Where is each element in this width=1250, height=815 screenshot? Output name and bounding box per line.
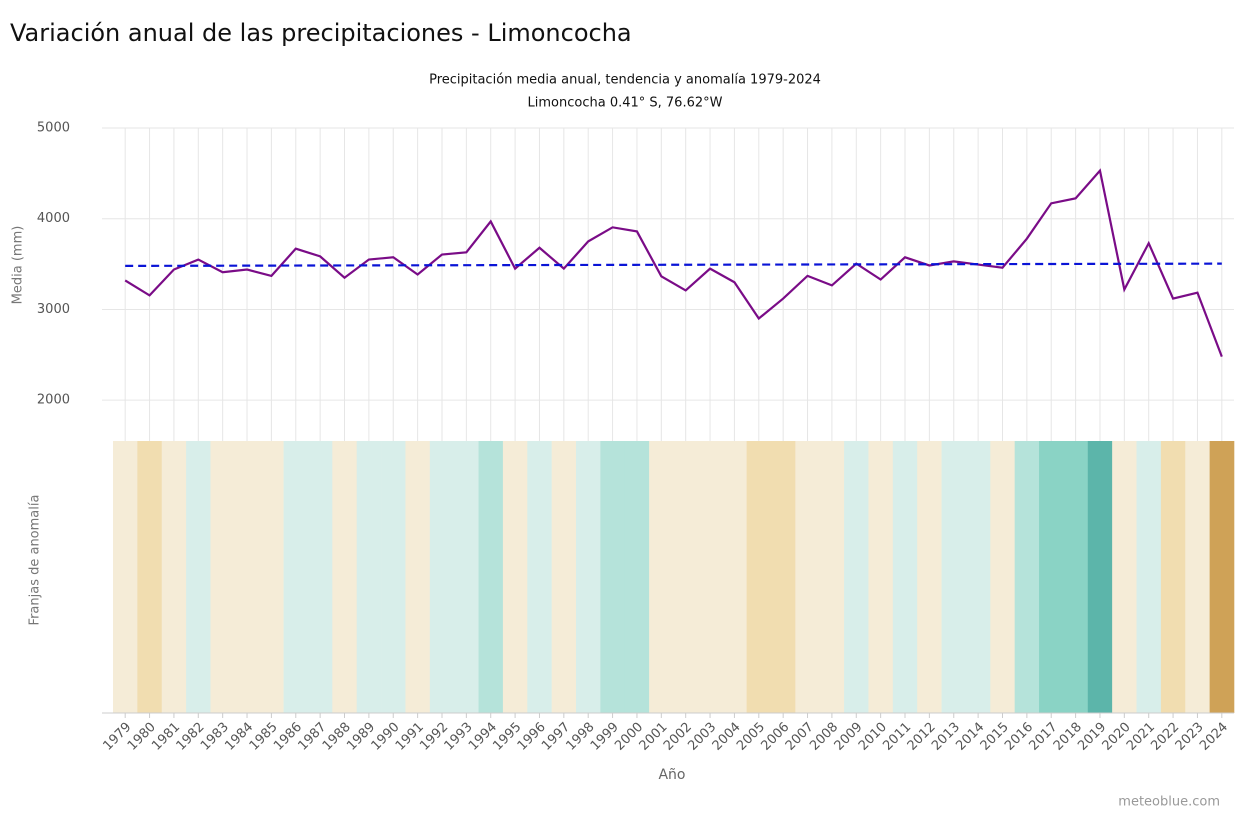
anomaly-stripe bbox=[1136, 441, 1162, 713]
y-tick-label: 5000 bbox=[37, 121, 70, 136]
anomaly-stripe bbox=[965, 441, 991, 713]
x-tick-label: 2024 bbox=[1197, 720, 1231, 754]
anomaly-stripe bbox=[113, 441, 138, 713]
anomaly-stripe bbox=[600, 441, 626, 713]
anomaly-stripe bbox=[576, 441, 601, 713]
anomaly-stripe bbox=[746, 441, 772, 713]
anomaly-stripe bbox=[502, 441, 528, 713]
anomaly-stripe bbox=[210, 441, 236, 713]
anomaly-stripe bbox=[1063, 441, 1089, 713]
anomaly-stripe bbox=[429, 441, 455, 713]
anomaly-stripe bbox=[649, 441, 674, 713]
anomaly-stripe bbox=[1014, 441, 1040, 713]
anomaly-stripe bbox=[478, 441, 504, 713]
anomaly-stripe bbox=[1039, 441, 1064, 713]
anomaly-stripe bbox=[795, 441, 821, 713]
anomaly-stripe bbox=[941, 441, 967, 713]
anomaly-stripe bbox=[624, 441, 650, 713]
anomaly-stripe bbox=[917, 441, 942, 713]
trend-line bbox=[125, 262, 1222, 268]
anomaly-stripe bbox=[673, 441, 699, 713]
anomaly-stripe bbox=[819, 441, 845, 713]
anomaly-stripe bbox=[332, 441, 357, 713]
anomaly-stripe bbox=[1160, 441, 1186, 713]
chart-subtitle: Limoncocha 0.41° S, 76.62°W bbox=[528, 96, 723, 111]
anomaly-stripe bbox=[405, 441, 431, 713]
anomaly-stripe bbox=[381, 441, 406, 713]
y-tick-label: 2000 bbox=[37, 393, 70, 408]
anomaly-stripe bbox=[527, 441, 552, 713]
anomaly-stripe bbox=[770, 441, 796, 713]
y-axis-label: Media (mm) bbox=[11, 226, 26, 305]
anomaly-stripe bbox=[722, 441, 747, 713]
anomaly-stripe bbox=[1112, 441, 1137, 713]
anomaly-stripe bbox=[697, 441, 723, 713]
anomaly-stripe bbox=[844, 441, 869, 713]
anomaly-stripe bbox=[161, 441, 187, 713]
anomaly-stripe bbox=[551, 441, 577, 713]
anomaly-stripe bbox=[892, 441, 918, 713]
credit: meteoblue.com bbox=[1118, 795, 1220, 810]
anomaly-stripe bbox=[1185, 441, 1210, 713]
anomaly-stripe bbox=[186, 441, 211, 713]
anomaly-stripe bbox=[356, 441, 382, 713]
chart-subtitle: Precipitación media anual, tendencia y a… bbox=[429, 73, 821, 88]
stripes-label: Franjas de anomalía bbox=[28, 495, 43, 626]
anomaly-stripe bbox=[283, 441, 309, 713]
anomaly-stripe bbox=[868, 441, 894, 713]
anomaly-stripe bbox=[1087, 441, 1113, 713]
y-tick-label: 3000 bbox=[37, 302, 70, 317]
anomaly-stripe bbox=[307, 441, 333, 713]
anomaly-stripe bbox=[234, 441, 260, 713]
anomaly-stripe bbox=[259, 441, 284, 713]
anomaly-stripe bbox=[137, 441, 163, 713]
x-axis-label: Año bbox=[658, 767, 685, 783]
anomaly-stripe bbox=[990, 441, 1015, 713]
anomaly-stripe bbox=[1209, 441, 1235, 713]
chart-title: Variación anual de las precipitaciones -… bbox=[10, 19, 632, 47]
precip-line bbox=[124, 168, 1223, 358]
anomaly-stripe bbox=[454, 441, 479, 713]
y-tick-label: 4000 bbox=[37, 211, 70, 226]
